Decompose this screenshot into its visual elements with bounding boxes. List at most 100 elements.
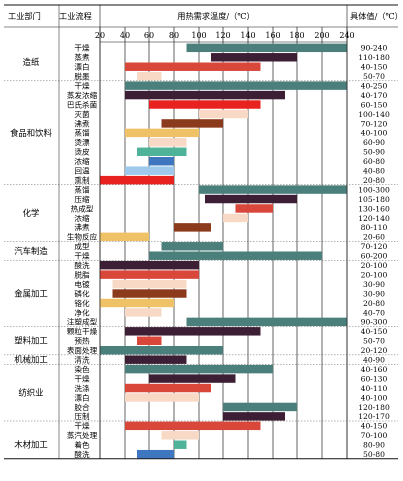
value-label: 50-70 xyxy=(363,72,385,81)
range-bar xyxy=(125,62,261,71)
value-label: 70-120 xyxy=(361,242,388,251)
value-label: 130-160 xyxy=(358,204,390,213)
value-label: 90-240 xyxy=(361,44,388,53)
range-bar xyxy=(149,251,322,260)
value-label: 105-180 xyxy=(358,195,390,204)
header-value: 具体值/（℃） xyxy=(350,11,403,21)
value-label: 50-80 xyxy=(363,450,385,459)
process-label: 干燥 xyxy=(74,252,90,261)
process-label: 颗粒干燥 xyxy=(67,326,98,336)
x-tick-label: 100 xyxy=(191,31,206,40)
range-bar xyxy=(211,53,297,62)
process-label: 沸煮 xyxy=(74,222,90,232)
process-label: 漂白 xyxy=(74,392,89,402)
range-bar xyxy=(125,355,187,364)
process-label: 着色 xyxy=(74,440,90,450)
value-label: 100-140 xyxy=(358,110,390,119)
range-bar xyxy=(223,402,297,412)
range-bar xyxy=(125,393,199,402)
process-label: 蒸汽处理 xyxy=(67,430,98,440)
value-label: 20-100 xyxy=(361,261,388,270)
value-label: 100-300 xyxy=(358,185,390,194)
value-label: 40-150 xyxy=(361,327,388,336)
value-label: 120-180 xyxy=(358,403,390,412)
x-tick-label: 180 xyxy=(289,31,304,40)
range-bar xyxy=(149,374,236,383)
value-label: 40-160 xyxy=(361,365,388,374)
range-bar xyxy=(223,213,248,223)
x-tick-label: 80 xyxy=(169,31,179,40)
process-label: 酸洗 xyxy=(74,449,90,459)
value-label: 40-170 xyxy=(361,91,388,100)
value-label: 60-80 xyxy=(363,157,385,166)
value-label: 60-90 xyxy=(363,138,385,147)
bars xyxy=(100,43,347,459)
value-label: 120-140 xyxy=(358,214,390,223)
range-bar xyxy=(125,128,199,138)
value-label: 40-80 xyxy=(363,167,385,176)
process-label: 干燥 xyxy=(74,374,90,383)
header-industry: 工业部门 xyxy=(8,11,41,21)
value-label: 40-110 xyxy=(361,384,388,393)
process-label: 漂白 xyxy=(74,62,89,72)
value-label: 40-150 xyxy=(361,63,388,72)
range-bar xyxy=(137,147,187,156)
process-label: 蒸发浓缩 xyxy=(67,90,98,100)
process-label: 干燥 xyxy=(74,422,90,431)
range-bar xyxy=(100,175,174,185)
industry-label: 纺织业 xyxy=(18,388,43,398)
range-bar xyxy=(223,412,285,421)
value-label: 20-120 xyxy=(361,346,388,355)
value-label: 20-80 xyxy=(363,299,385,308)
process-label: 沸煮 xyxy=(74,118,90,128)
range-bar xyxy=(137,449,174,459)
range-bar xyxy=(161,119,223,128)
process-label: 洗涤 xyxy=(74,383,90,393)
range-bar xyxy=(125,81,347,90)
value-label: 20-100 xyxy=(361,270,388,279)
range-bar xyxy=(137,336,162,345)
header-process: 工业流程 xyxy=(59,11,92,21)
x-tick-label: 140 xyxy=(240,31,255,40)
process-label: 表面处理 xyxy=(67,345,98,355)
range-bar xyxy=(100,298,174,308)
process-label: 脱脂 xyxy=(74,269,90,279)
value-label: 40-250 xyxy=(361,81,388,90)
range-bar xyxy=(125,90,285,100)
x-tick-label: 40 xyxy=(120,31,130,40)
range-bar xyxy=(149,138,187,147)
process-label: 压缩 xyxy=(74,194,90,204)
value-label: 20-60 xyxy=(363,233,385,242)
value-label: 40-150 xyxy=(361,422,388,431)
range-bar xyxy=(125,327,261,336)
value-label: 120-170 xyxy=(358,412,390,421)
process-label: 净化 xyxy=(74,307,90,317)
value-label: 80-110 xyxy=(361,223,388,232)
industry-label: 塑料加工 xyxy=(14,336,48,346)
range-bar xyxy=(186,317,347,327)
process-label: 巴氏杀菌 xyxy=(67,99,98,109)
range-bar xyxy=(112,279,187,289)
range-bar xyxy=(137,71,162,81)
process-label: 清洗 xyxy=(74,355,90,365)
process-label: 成型 xyxy=(74,241,90,251)
value-label: 60-200 xyxy=(361,252,388,261)
value-label: 90-300 xyxy=(361,318,388,327)
process-label: 脱墨 xyxy=(74,71,90,81)
process-label: 蒸煮 xyxy=(74,52,90,62)
industry-label: 金属加工 xyxy=(14,288,48,298)
range-bar xyxy=(125,383,211,393)
process-label: 铬化 xyxy=(74,298,90,308)
process-label: 预热 xyxy=(74,336,90,346)
process-label: 干燥 xyxy=(74,81,90,90)
value-label: 60-150 xyxy=(361,100,388,109)
process-label: 灭菌 xyxy=(74,109,90,119)
value-label: 70-120 xyxy=(361,119,388,128)
value-label: 40-100 xyxy=(361,129,388,138)
process-label: 电镀 xyxy=(74,279,90,289)
value-label: 70-100 xyxy=(361,431,388,440)
range-bar xyxy=(125,166,174,175)
process-label: 回温 xyxy=(74,167,90,176)
industry-label: 化学 xyxy=(23,208,40,218)
